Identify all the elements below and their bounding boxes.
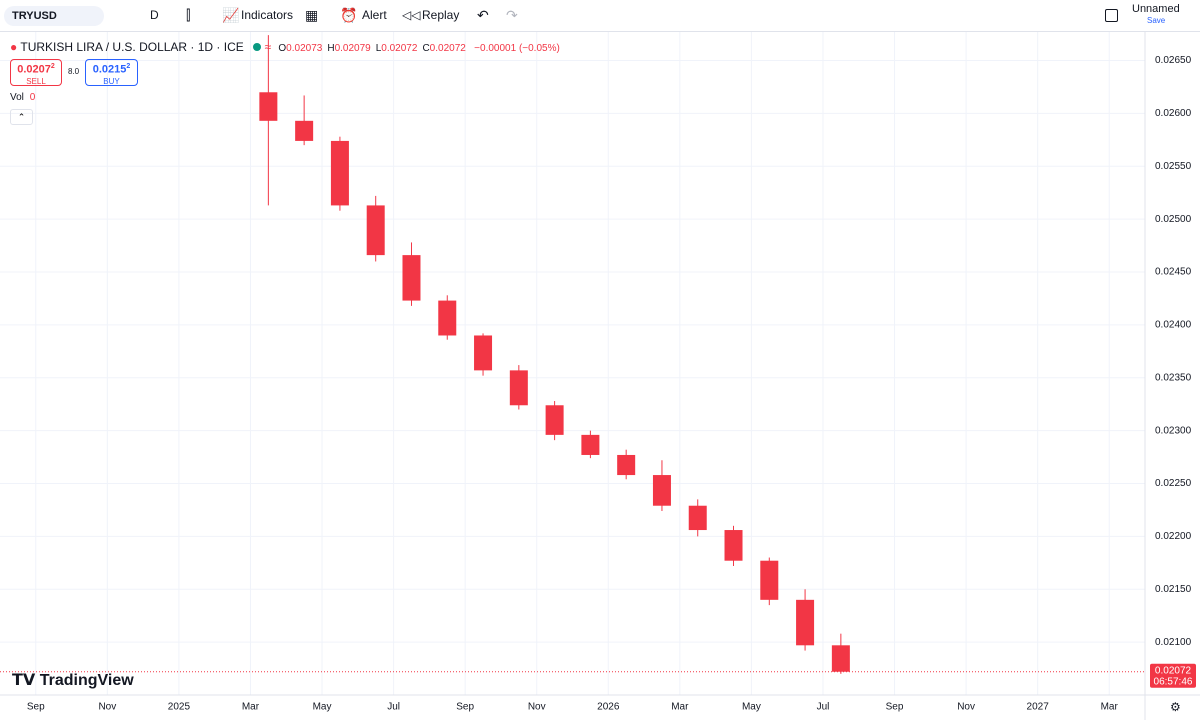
spread: 8.0	[68, 67, 80, 76]
market-status	[253, 43, 262, 51]
candle-body	[402, 255, 421, 301]
y-tick-label: 0.02200	[1155, 531, 1192, 542]
ohlc: O0.02073 H0.02079 L0.02072 C0.02072	[278, 43, 470, 54]
y-tick-label: 0.02250	[1155, 478, 1192, 489]
ohlc-label: O	[278, 43, 287, 54]
candle-body	[688, 505, 707, 531]
x-tick-label: Jul	[387, 702, 400, 713]
watermark-logo: 𝗧𝗩	[12, 672, 36, 689]
x-tick-label: Sep	[456, 702, 474, 713]
y-tick-label: 0.02500	[1155, 214, 1192, 225]
alert[interactable]: Alert	[362, 8, 387, 22]
y-tick-label: 0.02550	[1155, 161, 1192, 172]
flag-icon: ●	[10, 40, 18, 54]
volume: Vol 0	[10, 92, 35, 103]
toolbar: TRYUSD D ⫿ 📈 Indicators ▦ ⏰ Alert ◁◁ Rep…	[0, 0, 1200, 32]
indicators-icon: 📈	[222, 7, 240, 23]
interval[interactable]: D	[150, 8, 159, 22]
x-tick-label: Mar	[671, 702, 689, 713]
replay[interactable]: Replay	[422, 8, 460, 22]
y-tick-label: 0.02650	[1155, 55, 1192, 66]
ohlc-value: 0.02072	[381, 43, 418, 54]
sell-button[interactable]: 0.02072 SELL	[10, 59, 62, 86]
candle-body	[652, 475, 671, 506]
indicators[interactable]: Indicators	[241, 8, 294, 22]
y-tick-label: 0.02600	[1155, 108, 1192, 119]
ohlc-label: H	[327, 43, 335, 54]
candle-body	[438, 300, 457, 336]
chart: Mar 2027 Nov Sep Jul May Mar 2026 Nov Sep Jul May Ma…	[0, 32, 1200, 720]
undo[interactable]: ↶	[477, 7, 489, 23]
x-tick-label: May	[742, 702, 761, 713]
x-tick-label: 2025	[168, 702, 191, 713]
symbol-search[interactable]: TRYUSD	[4, 6, 104, 26]
x-tick-label: Nov	[528, 702, 546, 713]
ohlc-value: 0.02079	[334, 43, 371, 54]
candle-body	[831, 645, 850, 672]
ohlc-value: 0.02072	[429, 43, 466, 54]
watermark-text: TradingView	[39, 672, 134, 689]
y-tick-label: 0.02450	[1155, 267, 1192, 278]
candle-body	[581, 434, 600, 455]
x-tick-label: Jul	[817, 702, 830, 713]
x-tick-label: Sep	[886, 702, 904, 713]
x-tick-label: Mar	[1101, 702, 1119, 713]
y-tick-label: 0.02300	[1155, 425, 1192, 436]
save[interactable]: Save	[1147, 16, 1166, 25]
redo[interactable]: ↷	[506, 7, 518, 23]
chart-type-icon[interactable]: ⫿	[186, 7, 191, 23]
buy-price: 0.0215	[92, 63, 127, 76]
volume-label: Vol	[10, 92, 24, 103]
countdown: 06:57:46	[1154, 676, 1193, 687]
layout-checkbox[interactable]	[1105, 9, 1118, 22]
volume-value: 0	[29, 92, 36, 103]
candle-body	[760, 560, 779, 600]
candle-body	[330, 140, 349, 206]
change: −0.00001 (−0.05%)	[474, 43, 560, 54]
x-tick-label: Sep	[27, 702, 45, 713]
buy-label: BUY	[103, 76, 120, 86]
y-tick-label: 0.02150	[1155, 584, 1192, 595]
candle-body	[259, 92, 278, 121]
wave-icon: ≈	[264, 40, 272, 54]
watermark: 𝗧𝗩 TradingView	[12, 670, 134, 690]
candle-body	[295, 120, 314, 141]
y-tick-label: 0.02100	[1155, 637, 1192, 648]
candle-body	[545, 405, 564, 435]
alert-icon: ⏰	[340, 7, 358, 23]
buy-button[interactable]: 0.02152 BUY	[85, 59, 138, 86]
ohlc-value: 0.02073	[286, 43, 323, 54]
candle-body	[366, 205, 385, 256]
buy-sup: 2	[126, 63, 131, 70]
settings[interactable]: ⚙	[1170, 700, 1181, 714]
collapse-button[interactable]: ⌃	[10, 109, 33, 125]
ohlc-label: C	[422, 43, 430, 54]
symbol-title: TURKISH LIRA / U.S. DOLLAR · 1D · ICE	[20, 40, 244, 54]
x-tick-label: Mar	[242, 702, 260, 713]
legend: ● TURKISH LIRA / U.S. DOLLAR · 1D · ICE …	[10, 40, 560, 54]
candle-body	[617, 454, 636, 476]
x-tick-label: 2026	[597, 702, 620, 713]
candle-body	[796, 599, 815, 646]
y-tick-label: 0.02400	[1155, 320, 1192, 331]
replay-icon: ◁◁	[402, 8, 421, 22]
x-tick-label: Nov	[98, 702, 116, 713]
candle-body	[724, 530, 743, 561]
sell-label: SELL	[26, 76, 46, 86]
x-tick-label: May	[313, 702, 332, 713]
last-price-label: 0.02072	[1155, 665, 1192, 676]
last-price-tag	[1150, 663, 1196, 688]
sell-sup: 2	[50, 63, 55, 70]
ohlc-label: L	[375, 43, 382, 54]
y-tick-label: 0.02350	[1155, 372, 1192, 383]
sell-price: 0.0207	[17, 63, 51, 76]
x-tick-label: 2027	[1027, 702, 1050, 713]
templates-icon[interactable]: ▦	[305, 7, 319, 23]
x-tick-label: Nov	[957, 702, 975, 713]
layout-name[interactable]: Unnamed	[1132, 3, 1180, 15]
candle-body	[509, 370, 528, 406]
candle-body	[474, 335, 493, 371]
